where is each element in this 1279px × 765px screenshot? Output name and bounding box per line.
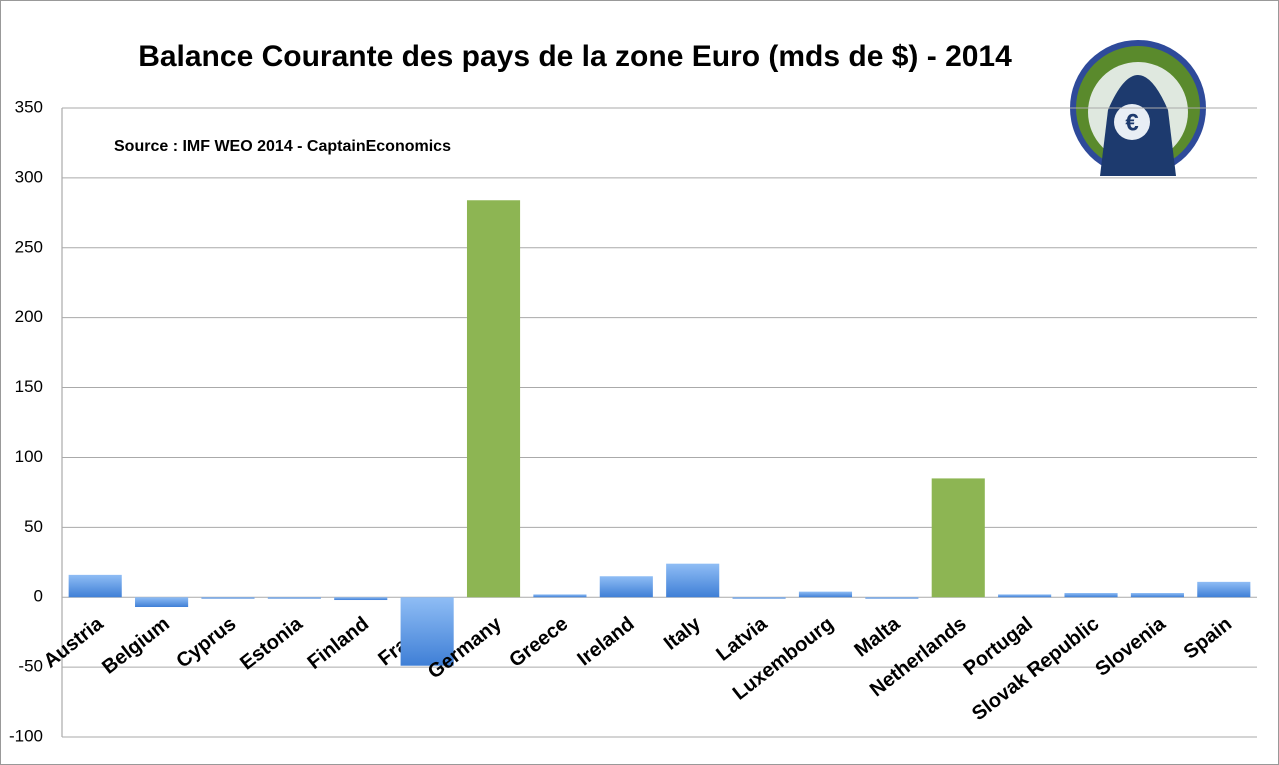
bar	[135, 597, 189, 608]
bar	[68, 574, 122, 598]
bar	[865, 597, 919, 599]
bar	[334, 597, 388, 601]
svg-text:€: €	[1125, 109, 1138, 136]
chart-subtitle: Source : IMF WEO 2014 - CaptainEconomics	[114, 138, 451, 155]
bar	[998, 594, 1052, 598]
bar	[1197, 581, 1251, 598]
y-tick-label: -50	[18, 657, 43, 676]
bar	[798, 591, 853, 598]
y-tick-label: 350	[15, 97, 43, 116]
y-tick-label: 100	[15, 447, 43, 466]
y-tick-label: 150	[15, 377, 43, 396]
chart-title: Balance Courante des pays de la zone Eur…	[138, 40, 1012, 73]
bar	[1130, 593, 1184, 598]
bar	[466, 200, 521, 598]
y-tick-label: 0	[34, 587, 43, 606]
bar	[732, 597, 786, 599]
bar	[1064, 593, 1118, 598]
bar	[666, 563, 720, 598]
y-tick-label: 300	[15, 167, 43, 186]
y-tick-label: 250	[15, 237, 43, 256]
y-tick-label: -100	[9, 726, 43, 745]
bar	[599, 576, 653, 598]
bar	[267, 597, 321, 599]
y-tick-label: 200	[15, 307, 43, 326]
bar	[400, 597, 454, 666]
bar	[533, 594, 587, 598]
bar	[201, 597, 255, 599]
bar	[931, 478, 985, 598]
y-tick-label: 50	[24, 517, 43, 536]
